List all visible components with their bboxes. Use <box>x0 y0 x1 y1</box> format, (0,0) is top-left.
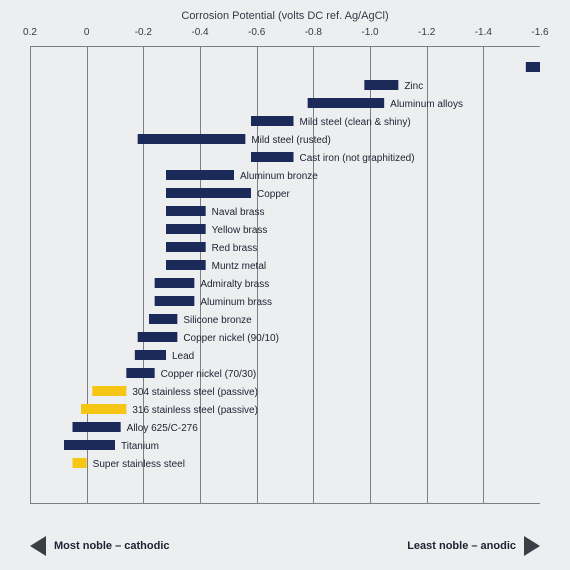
material-bar <box>364 80 398 90</box>
material-bar <box>166 188 251 198</box>
material-bar <box>73 422 121 432</box>
material-bar <box>149 314 177 324</box>
axis-tick-label: -0.4 <box>191 27 208 38</box>
material-bar <box>81 404 126 414</box>
chart-title: Corrosion Potential (volts DC ref. Ag/Ag… <box>0 10 570 22</box>
axis-tick-label: -1.2 <box>418 27 435 38</box>
arrow-right-icon <box>524 536 540 556</box>
material-label: Naval brass <box>212 207 265 218</box>
material-bar <box>138 134 246 144</box>
material-bar <box>138 332 178 342</box>
axis-tick-label: -1.4 <box>475 27 492 38</box>
caption-right: Least noble – anodic <box>407 536 540 556</box>
material-bar <box>526 62 540 72</box>
caption-row: Most noble – cathodic Least noble – anod… <box>30 536 540 556</box>
material-label: Super stainless steel <box>93 459 185 470</box>
material-label: Aluminum brass <box>200 297 272 308</box>
axis-tick-label: 0.2 <box>23 27 37 38</box>
material-label: Muntz metal <box>212 261 266 272</box>
material-label: Copper nickel (70/30) <box>161 369 257 380</box>
material-bar <box>166 206 206 216</box>
material-label: Cast iron (not graphitized) <box>300 153 415 164</box>
material-label: Copper <box>257 189 290 200</box>
axis-tick-label: -1.6 <box>531 27 548 38</box>
material-bar <box>126 368 154 378</box>
axis-tick-label: -0.8 <box>305 27 322 38</box>
material-bar <box>166 170 234 180</box>
material-label: Alloy 625/C-276 <box>127 423 199 434</box>
material-label: 316 stainless steel (passive) <box>132 405 258 416</box>
material-bar <box>166 260 206 270</box>
material-label: Red brass <box>212 243 258 254</box>
axis-tick-label: -0.2 <box>135 27 152 38</box>
material-label: Aluminum alloys <box>390 99 463 110</box>
material-bar <box>166 242 206 252</box>
material-bar <box>155 278 195 288</box>
material-bar <box>135 350 166 360</box>
material-bar <box>166 224 206 234</box>
material-label: Mild steel (clean & shiny) <box>300 117 411 128</box>
material-bar <box>92 386 126 396</box>
material-bar <box>155 296 195 306</box>
material-label: 304 stainless steel (passive) <box>132 387 258 398</box>
caption-left: Most noble – cathodic <box>30 536 170 556</box>
arrow-left-icon <box>30 536 46 556</box>
material-label: Admiralty brass <box>200 279 269 290</box>
material-bar <box>251 116 294 126</box>
material-label: Aluminum bronze <box>240 171 318 182</box>
material-label: Copper nickel (90/10) <box>183 333 279 344</box>
chart-container: Corrosion Potential (volts DC ref. Ag/Ag… <box>0 0 570 570</box>
plot-area: Magnesium & its alloysZincAluminum alloy… <box>30 46 540 504</box>
axis-tick-label: -0.6 <box>248 27 265 38</box>
material-label: Zinc <box>404 81 423 92</box>
material-label: Mild steel (rusted) <box>251 135 330 146</box>
material-label: Yellow brass <box>212 225 268 236</box>
caption-right-text: Least noble – anodic <box>407 540 516 552</box>
caption-left-text: Most noble – cathodic <box>54 540 170 552</box>
material-bar <box>308 98 385 108</box>
material-bar <box>64 440 115 450</box>
material-label: Silicone bronze <box>183 315 252 326</box>
axis-tick-label: -1.0 <box>361 27 378 38</box>
axis-tick-label: 0 <box>84 27 90 38</box>
material-bar <box>251 152 294 162</box>
plot-svg: Magnesium & its alloysZincAluminum alloy… <box>30 46 540 504</box>
material-label: Titanium <box>121 441 159 452</box>
material-bar <box>73 458 87 468</box>
material-label: Lead <box>172 351 194 362</box>
